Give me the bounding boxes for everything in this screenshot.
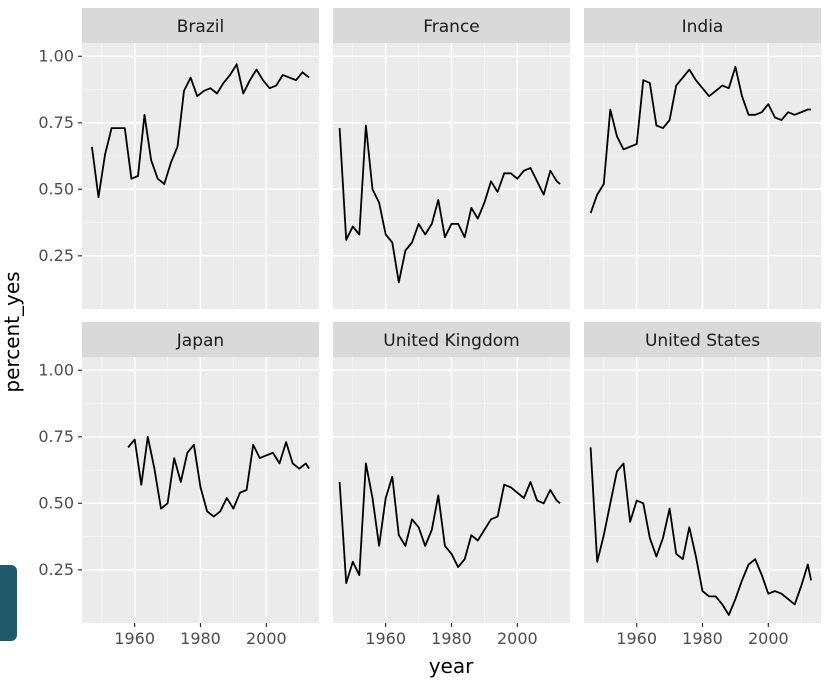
facet-united-states: United States [584,322,821,623]
facet-strip-label: United States [645,331,760,351]
facet-strip [82,8,319,43]
x-axis-title: year [429,654,474,678]
x-tick-label: 1980 [431,629,472,648]
facet-france: France [333,8,570,309]
x-tick-label: 1960 [365,629,406,648]
side-tab-handle[interactable] [0,565,17,641]
facet-strip [584,322,821,357]
facet-strip-label: Japan [176,331,224,351]
series-line-united-kingdom [338,462,561,584]
series-line-japan [127,435,310,518]
y-tick-label: 0.25 [38,560,74,579]
facet-strip-label: India [682,17,724,37]
series-line-india [589,66,812,214]
series-line-france [338,124,561,284]
y-axis: 0.25 0.50 0.75 1.00 0.25 0.50 0.75 1.00 [38,46,82,579]
x-axis: 1960 1980 2000 1960 1980 2000 1960 1980 2000 [114,623,789,648]
y-tick-label: 0.50 [38,179,74,198]
facet-strip [584,8,821,43]
facet-united-kingdom: United Kingdom [333,322,570,623]
facet-strip [82,322,319,357]
facet-brazil: Brazil [82,8,319,309]
facet-strip-label: United Kingdom [383,331,519,351]
facet-strip-label: Brazil [177,17,224,37]
x-tick-label: 1980 [682,629,723,648]
facet-strip-label: France [423,17,480,37]
y-tick-label: 0.75 [38,427,74,446]
y-tick-label: 0.25 [38,246,74,265]
series-line-united-states [589,447,812,616]
x-tick-label: 2000 [497,629,538,648]
facet-strip [333,322,570,357]
facets-layer: Brazil France India Japan United Kingdom Unit… [82,8,821,623]
x-tick-label: 2000 [246,629,287,648]
series-line-brazil [91,63,310,199]
y-tick-label: 1.00 [38,360,74,379]
x-tick-label: 1960 [616,629,657,648]
x-tick-label: 2000 [748,629,789,648]
y-tick-label: 0.50 [38,493,74,512]
facet-japan: Japan [82,322,319,623]
x-tick-label: 1980 [180,629,221,648]
y-axis-title: percent_yes [0,271,24,392]
y-tick-label: 0.75 [38,113,74,132]
y-tick-label: 1.00 [38,46,74,65]
facet-india: India [584,8,821,309]
x-tick-label: 1960 [114,629,155,648]
facet-strip [333,8,570,43]
